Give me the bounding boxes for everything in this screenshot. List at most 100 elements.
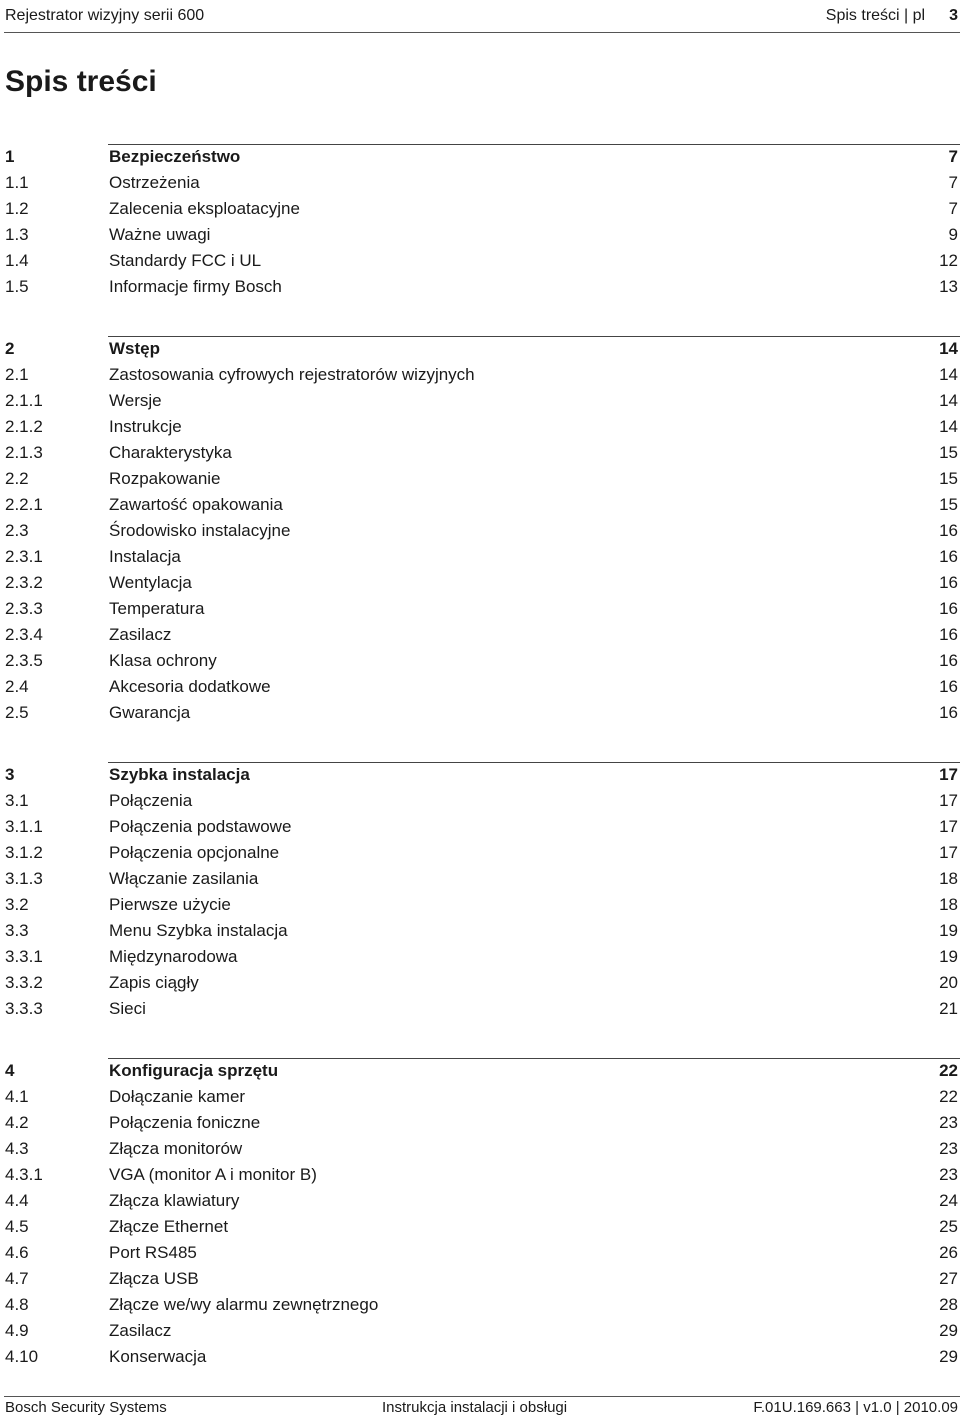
entry-number: 1.2: [5, 199, 29, 218]
toc-entry[interactable]: 1.4 Standardy FCC i UL 12: [0, 248, 960, 274]
toc-entry[interactable]: 2.3.5 Klasa ochrony 16: [0, 648, 960, 674]
entry-title: Złącze we/wy alarmu zewnętrznego: [109, 1295, 379, 1314]
entry-page: 28: [939, 1295, 958, 1314]
entry-number: 1.5: [5, 277, 29, 296]
toc-entry[interactable]: 1.1 Ostrzeżenia 7: [0, 170, 960, 196]
entry-number: 2.1.3: [5, 443, 43, 462]
toc-entry[interactable]: 4.7 Złącza USB 27: [0, 1266, 960, 1292]
entry-page: 25: [939, 1217, 958, 1236]
entry-number: 1: [5, 147, 15, 166]
entry-number: 2.3.3: [5, 599, 43, 618]
entry-title: Konfiguracja sprzętu: [109, 1061, 279, 1080]
entry-title: Menu Szybka instalacja: [109, 921, 288, 940]
entry-page: 18: [939, 869, 958, 888]
entry-page: 29: [939, 1321, 958, 1340]
toc-entry[interactable]: 2.1.1 Wersje 14: [0, 388, 960, 414]
toc-chapter-entry[interactable]: 1 Bezpieczeństwo 7: [0, 144, 960, 170]
toc-chapter-entry[interactable]: 2 Wstęp 14: [0, 336, 960, 362]
toc-entry[interactable]: 2.1 Zastosowania cyfrowych rejestratorów …: [0, 362, 960, 388]
entry-number: 2.3.1: [5, 547, 43, 566]
toc-entry[interactable]: 3.1.1 Połączenia podstawowe 17: [0, 814, 960, 840]
entry-title: Bezpieczeństwo: [109, 147, 241, 166]
footer-doc-code: F.01U.169.663 | v1.0 | 2010.09: [753, 1399, 958, 1416]
toc-entry[interactable]: 3.1 Połączenia 17: [0, 788, 960, 814]
toc-entry[interactable]: 2.5 Gwarancja 16: [0, 700, 960, 726]
toc-entry[interactable]: 3.3.1 Międzynarodowa 19: [0, 944, 960, 970]
toc-entry[interactable]: 1.5 Informacje firmy Bosch 13: [0, 274, 960, 300]
entry-title: Wstęp: [109, 339, 160, 358]
toc-entry[interactable]: 2.3.4 Zasilacz 16: [0, 622, 960, 648]
entry-title: Połączenia opcjonalne: [109, 843, 280, 862]
toc-entry[interactable]: 3.3 Menu Szybka instalacja 19: [0, 918, 960, 944]
toc-entry[interactable]: 2.4 Akcesoria dodatkowe 16: [0, 674, 960, 700]
footer-company: Bosch Security Systems: [5, 1399, 167, 1416]
entry-page: 16: [939, 625, 958, 644]
entry-title: Rozpakowanie: [109, 469, 221, 488]
entry-title: Pierwsze użycie: [109, 895, 231, 914]
entry-page: 23: [939, 1165, 958, 1184]
entry-title: Ważne uwagi: [109, 225, 211, 244]
toc-entry[interactable]: 3.2 Pierwsze użycie 18: [0, 892, 960, 918]
toc-chapter-entry[interactable]: 4 Konfiguracja sprzętu 22: [0, 1058, 960, 1084]
entry-page: 16: [939, 547, 958, 566]
entry-title: Złącze Ethernet: [109, 1217, 229, 1236]
entry-number: 2.1: [5, 365, 29, 384]
entry-number: 2: [5, 339, 15, 358]
entry-title: Charakterystyka: [109, 443, 232, 462]
entry-page: 7: [948, 147, 958, 166]
toc-entry[interactable]: 1.3 Ważne uwagi 9: [0, 222, 960, 248]
entry-number: 1.3: [5, 225, 29, 244]
entry-title: Zawartość opakowania: [109, 495, 283, 514]
toc-entry[interactable]: 4.1 Dołączanie kamer 22: [0, 1084, 960, 1110]
section-divider: [108, 336, 960, 337]
page-footer: Bosch Security Systems Instrukcja instal…: [4, 1396, 960, 1419]
entry-title: Środowisko instalacyjne: [109, 521, 291, 540]
toc-entry[interactable]: 3.3.2 Zapis ciągły 20: [0, 970, 960, 996]
toc-entry[interactable]: 2.1.2 Instrukcje 14: [0, 414, 960, 440]
toc-chapter-entry[interactable]: 3 Szybka instalacja 17: [0, 762, 960, 788]
entry-page: 16: [939, 573, 958, 592]
entry-page: 20: [939, 973, 958, 992]
entry-page: 29: [939, 1347, 958, 1366]
entry-page: 16: [939, 703, 958, 722]
entry-number: 4.9: [5, 1321, 29, 1340]
entry-number: 3.1: [5, 791, 29, 810]
toc-entry[interactable]: 4.6 Port RS485 26: [0, 1240, 960, 1266]
toc-entry[interactable]: 4.8 Złącze we/wy alarmu zewnętrznego 28: [0, 1292, 960, 1318]
entry-page: 22: [939, 1061, 958, 1080]
entry-number: 3: [5, 765, 15, 784]
entry-number: 4.1: [5, 1087, 29, 1106]
section-divider: [108, 1058, 960, 1059]
toc-entry[interactable]: 4.5 Złącze Ethernet 25: [0, 1214, 960, 1240]
entry-number: 2.2: [5, 469, 29, 488]
entry-title: Gwarancja: [109, 703, 191, 722]
toc-entry[interactable]: 2.3 Środowisko instalacyjne 16: [0, 518, 960, 544]
toc-entry[interactable]: 2.2 Rozpakowanie 15: [0, 466, 960, 492]
entry-page: 16: [939, 677, 958, 696]
entry-number: 4.6: [5, 1243, 29, 1262]
entry-page: 14: [939, 365, 958, 384]
entry-page: 16: [939, 651, 958, 670]
toc-entry[interactable]: 2.2.1 Zawartość opakowania 15: [0, 492, 960, 518]
toc-entry[interactable]: 3.1.3 Włączanie zasilania 18: [0, 866, 960, 892]
toc-entry[interactable]: 2.3.3 Temperatura 16: [0, 596, 960, 622]
entry-number: 3.1.3: [5, 869, 43, 888]
entry-page: 9: [948, 225, 958, 244]
entry-title: Akcesoria dodatkowe: [109, 677, 271, 696]
toc-entry[interactable]: 2.1.3 Charakterystyka 15: [0, 440, 960, 466]
toc-entry[interactable]: 4.10 Konserwacja 29: [0, 1344, 960, 1370]
toc-entry[interactable]: 3.3.3 Sieci 21: [0, 996, 960, 1022]
toc-entry[interactable]: 3.1.2 Połączenia opcjonalne 17: [0, 840, 960, 866]
toc-entry[interactable]: 4.3.1 VGA (monitor A i monitor B) 23: [0, 1162, 960, 1188]
entry-number: 2.1.1: [5, 391, 43, 410]
toc-entry[interactable]: 4.9 Zasilacz 29: [0, 1318, 960, 1344]
entry-number: 2.3.4: [5, 625, 43, 644]
entry-number: 3.3.1: [5, 947, 43, 966]
toc-entry[interactable]: 4.4 Złącza klawiatury 24: [0, 1188, 960, 1214]
toc-entry[interactable]: 4.2 Połączenia foniczne 23: [0, 1110, 960, 1136]
toc-entry[interactable]: 4.3 Złącza monitorów 23: [0, 1136, 960, 1162]
page-header: Rejestrator wizyjny serii 600 Spis treśc…: [4, 0, 960, 33]
toc-entry[interactable]: 1.2 Zalecenia eksploatacyjne 7: [0, 196, 960, 222]
toc-entry[interactable]: 2.3.1 Instalacja 16: [0, 544, 960, 570]
toc-entry[interactable]: 2.3.2 Wentylacja 16: [0, 570, 960, 596]
